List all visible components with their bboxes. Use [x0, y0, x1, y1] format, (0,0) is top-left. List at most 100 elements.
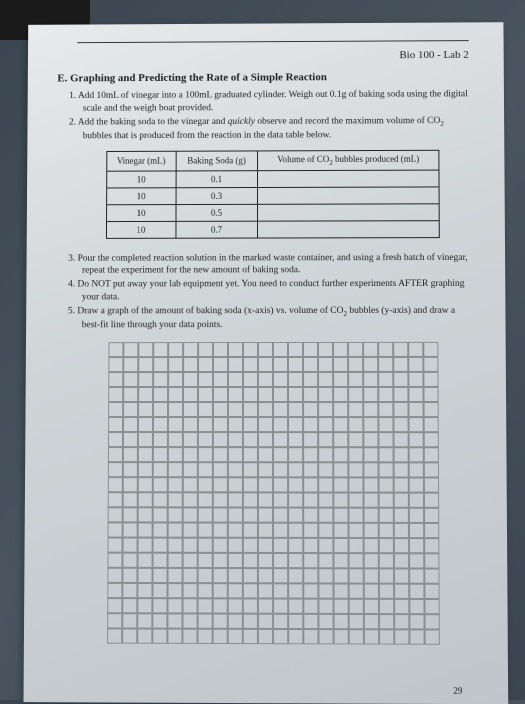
graph-cell	[167, 583, 182, 598]
graph-cell	[168, 342, 183, 357]
graph-cell	[108, 342, 123, 357]
graph-cell	[363, 357, 378, 372]
table-row: 100.3	[106, 186, 439, 204]
graph-cell	[123, 342, 138, 357]
graph-cell	[409, 599, 424, 614]
graph-cell	[257, 538, 272, 553]
graph-cell	[197, 462, 212, 477]
graph-cell	[152, 553, 167, 568]
graph-cell	[242, 387, 257, 402]
graph-cell	[348, 629, 363, 644]
table-cell	[257, 170, 439, 187]
graph-cell	[182, 583, 197, 598]
graph-cell	[197, 538, 212, 553]
graph-cell	[123, 357, 138, 372]
graph-cell	[257, 568, 272, 583]
graph-cell	[197, 598, 212, 613]
graph-cell	[242, 507, 257, 522]
graph-cell	[257, 583, 272, 598]
graph-cell	[227, 387, 242, 402]
graph-cell	[273, 477, 288, 492]
graph-cell	[303, 583, 318, 598]
graph-cell	[423, 462, 438, 477]
graph-cell	[167, 462, 182, 477]
graph-cell	[378, 553, 393, 568]
graph-cell	[258, 342, 273, 357]
graph-cell	[393, 568, 408, 583]
graph-cell	[123, 402, 138, 417]
graph-cell	[424, 538, 439, 553]
graph-cell	[212, 568, 227, 583]
graph-cell	[138, 387, 153, 402]
graph-cell	[408, 508, 423, 523]
graph-cell	[242, 492, 257, 507]
graph-cell	[197, 417, 212, 432]
graph-cell	[303, 508, 318, 523]
graph-cell	[167, 477, 182, 492]
graph-cell	[378, 599, 393, 614]
graph-cell	[122, 507, 137, 522]
graph-cell	[242, 447, 257, 462]
table-cell: 0.1	[176, 170, 257, 187]
graph-cell	[288, 583, 303, 598]
graph-cell	[107, 537, 122, 552]
graph-cell	[198, 372, 213, 387]
graph-cell	[107, 432, 122, 447]
graph-cell	[408, 477, 423, 492]
graph-cell	[243, 357, 258, 372]
graph-cell	[257, 447, 272, 462]
graph-cell	[363, 568, 378, 583]
graph-cell	[288, 372, 303, 387]
graph-cell	[137, 538, 152, 553]
graph-cell	[168, 387, 183, 402]
graph-cell	[333, 432, 348, 447]
graph-cell	[152, 477, 167, 492]
graph-cell	[227, 477, 242, 492]
graph-cell	[212, 402, 227, 417]
graph-cell	[138, 357, 153, 372]
graph-cell	[168, 357, 183, 372]
graph-cell	[333, 462, 348, 477]
graph-cell	[273, 417, 288, 432]
graph-cell	[167, 447, 182, 462]
graph-cell	[107, 522, 122, 537]
graph-cell	[137, 583, 152, 598]
graph-grid	[107, 342, 440, 645]
graph-cell	[363, 493, 378, 508]
graph-cell	[348, 583, 363, 598]
graph-cell	[152, 447, 167, 462]
graph-cell	[318, 357, 333, 372]
graph-cell	[318, 462, 333, 477]
graph-cell	[318, 538, 333, 553]
course-header: Bio 100 - Lab 2	[77, 49, 469, 63]
graph-cell	[424, 508, 439, 523]
graph-cell	[378, 357, 393, 372]
graph-cell	[182, 462, 197, 477]
table-cell: 10	[106, 204, 176, 221]
graph-cell	[152, 462, 167, 477]
graph-cell	[363, 629, 378, 644]
graph-cell	[348, 553, 363, 568]
graph-cell	[393, 432, 408, 447]
graph-cell	[379, 614, 394, 629]
graph-cell	[197, 387, 212, 402]
graph-cell	[393, 462, 408, 477]
graph-cell	[318, 492, 333, 507]
graph-cell	[424, 553, 439, 568]
graph-cell	[167, 613, 182, 628]
graph-cell	[378, 402, 393, 417]
table-header-cell: Vinegar (mL)	[106, 151, 176, 171]
graph-cell	[363, 614, 378, 629]
graph-cell	[273, 432, 288, 447]
graph-cell	[257, 553, 272, 568]
graph-cell	[424, 614, 439, 629]
graph-cell	[273, 492, 288, 507]
graph-cell	[393, 477, 408, 492]
graph-cell	[333, 357, 348, 372]
graph-cell	[288, 357, 303, 372]
graph-cell	[212, 583, 227, 598]
graph-cell	[303, 492, 318, 507]
graph-cell	[378, 462, 393, 477]
graph-cell	[423, 447, 438, 462]
graph-cell	[318, 599, 333, 614]
